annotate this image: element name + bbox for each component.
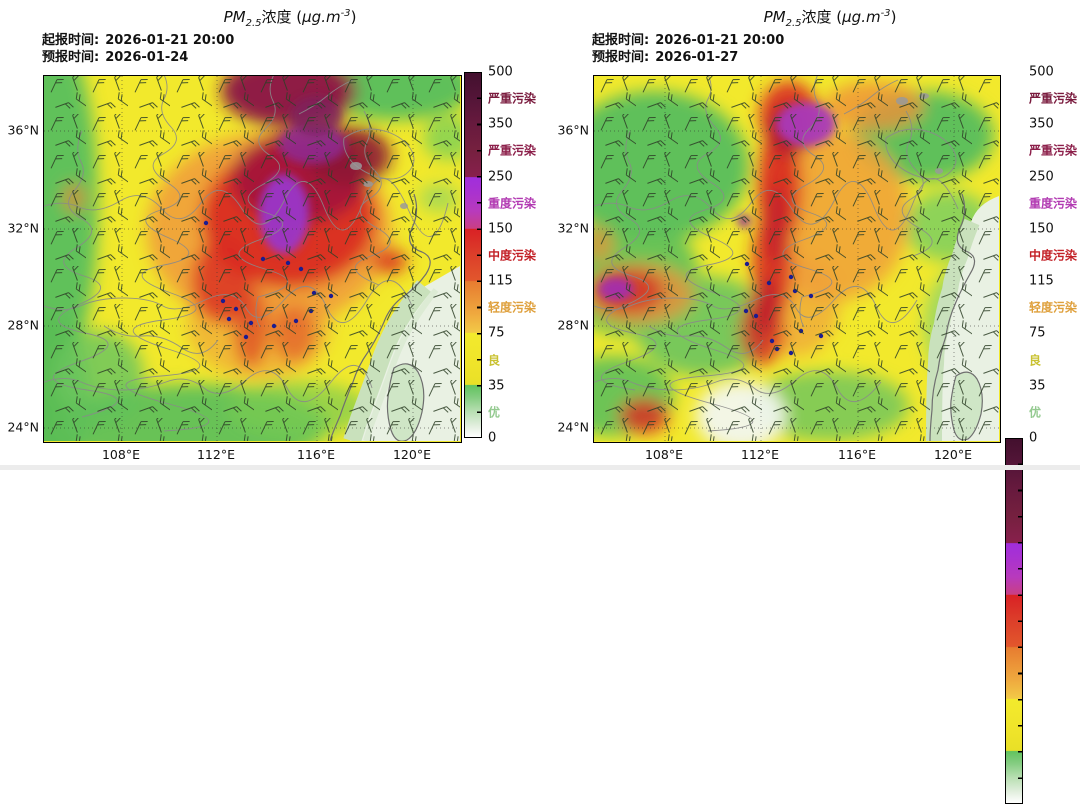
lat-label: 32°N	[7, 220, 39, 236]
pm25-field-map	[594, 76, 999, 441]
cb-category: 严重污染	[1029, 91, 1078, 106]
cb-category: 严重污染	[1029, 143, 1078, 158]
colorbar-ticks	[477, 73, 481, 437]
cb-tick: 150	[488, 221, 513, 237]
pm25-field-map	[44, 76, 460, 441]
cb-category: 优	[1029, 405, 1042, 420]
lat-label: 28°N	[557, 317, 589, 333]
colorbar-labels: 500 350 250 150 115 75 35 0 严重污染 严重污染 重度…	[488, 65, 558, 446]
wind-barb-layer	[594, 76, 999, 441]
page-title: PM2.5浓度 (μg.m-3)	[763, 8, 897, 29]
cb-tick: 75	[1029, 325, 1046, 341]
cb-category: 中度污染	[1029, 248, 1078, 263]
cb-category: 中度污染	[488, 248, 537, 263]
panel-forecast-24: PM2.5浓度 (μg.m-3) 起报时间: 2026-01-21 20:00 预…	[0, 0, 1080, 462]
lat-label: 32°N	[557, 220, 589, 236]
cb-tick: 0	[1029, 430, 1038, 446]
colorbar-ticks	[1018, 439, 1022, 803]
cb-category: 轻度污染	[488, 300, 537, 315]
lon-label: 112°E	[740, 447, 779, 462]
lon-label: 108°E	[101, 447, 140, 462]
init-time-row: 起报时间: 2026-01-21 20:00	[42, 33, 235, 48]
cb-category: 良	[1029, 353, 1042, 368]
cb-category: 优	[488, 405, 501, 420]
colorbar-labels: 500 350 250 150 115 75 35 0 严重污染 严重污染 重度…	[1029, 65, 1080, 446]
cb-tick: 35	[488, 378, 505, 394]
run-info: 起报时间: 2026-01-21 20:00 预报时间: 2026-01-24	[42, 32, 234, 66]
bottom-strip	[0, 465, 1080, 470]
cb-tick: 75	[488, 325, 505, 341]
cb-tick: 0	[488, 430, 497, 446]
wind-barb-layer	[44, 76, 460, 441]
lon-label: 112°E	[196, 447, 235, 462]
cb-category: 轻度污染	[1029, 300, 1078, 315]
cb-tick: 350	[488, 116, 513, 132]
lon-label: 116°E	[296, 447, 335, 462]
cb-tick: 350	[1029, 116, 1054, 132]
lon-label: 120°E	[933, 447, 972, 462]
cb-tick: 35	[1029, 378, 1046, 394]
lat-label: 24°N	[557, 419, 589, 435]
colorbar	[1005, 438, 1023, 804]
cb-tick: 500	[488, 64, 513, 80]
cb-tick: 250	[1029, 169, 1054, 185]
cb-tick: 115	[1029, 273, 1054, 289]
lat-label: 36°N	[557, 122, 589, 138]
cb-category: 重度污染	[488, 196, 537, 211]
cb-category: 严重污染	[488, 143, 537, 158]
run-info: 起报时间: 2026-01-21 20:00 预报时间: 2026-01-27	[592, 32, 784, 66]
cb-category: 重度污染	[1029, 196, 1078, 211]
lat-label: 36°N	[7, 122, 39, 138]
forecast-map-24	[43, 75, 462, 443]
cb-tick: 500	[1029, 64, 1054, 80]
lon-label: 120°E	[392, 447, 431, 462]
cb-tick: 115	[488, 273, 513, 289]
colorbar	[464, 72, 482, 438]
cb-category: 严重污染	[488, 91, 537, 106]
lat-label: 24°N	[7, 419, 39, 435]
init-time-row: 起报时间: 2026-01-21 20:00	[592, 33, 785, 48]
lon-label: 108°E	[644, 447, 683, 462]
forecast-time-row: 预报时间: 2026-01-24	[42, 50, 189, 65]
cb-category: 良	[488, 353, 501, 368]
cb-tick: 250	[488, 169, 513, 185]
forecast-time-row: 预报时间: 2026-01-27	[592, 50, 739, 65]
panel-forecast-27: PM2.5浓度 (μg.m-3) 起报时间: 2026-01-21 20:00 预…	[0, 8, 1080, 804]
cb-tick: 150	[1029, 221, 1054, 237]
lat-label: 28°N	[7, 317, 39, 333]
page-title: PM2.5浓度 (μg.m-3)	[223, 8, 357, 29]
lon-label: 116°E	[837, 447, 876, 462]
forecast-map-27	[593, 75, 1001, 443]
